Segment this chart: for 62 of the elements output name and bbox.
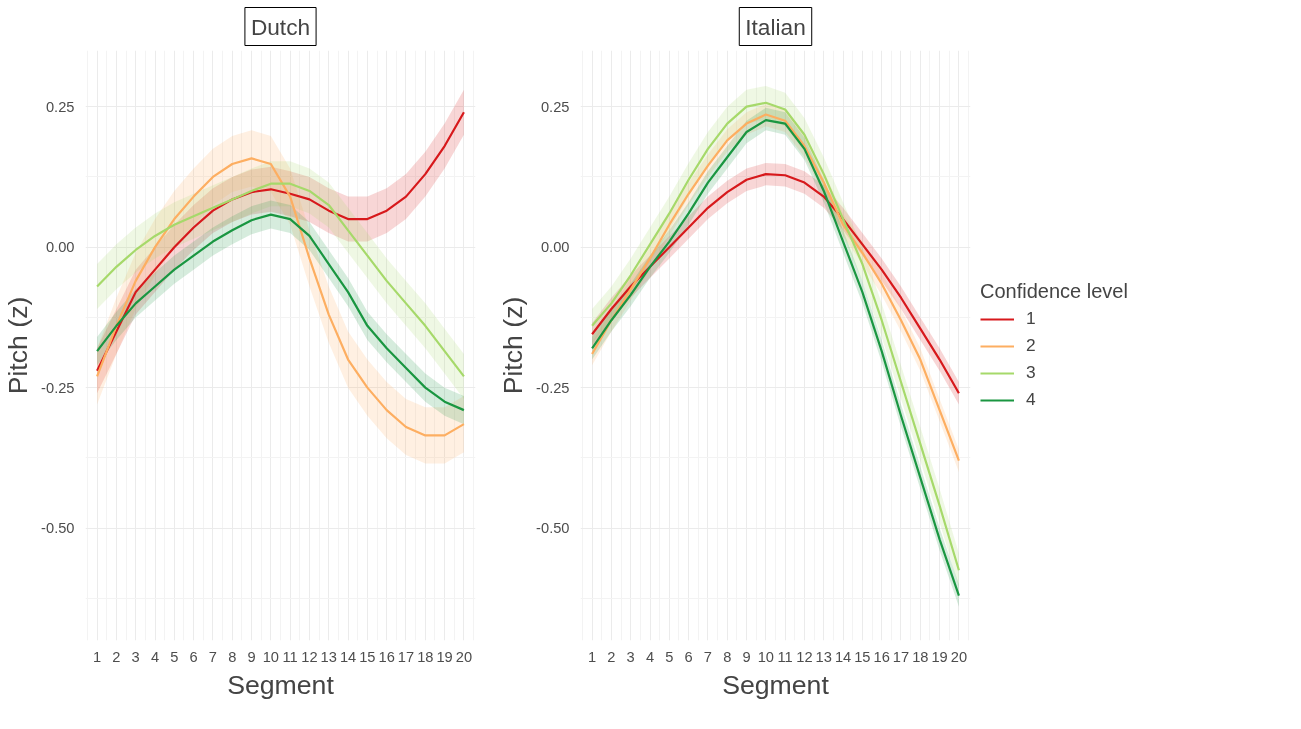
line-series [95,111,466,372]
x-tick-label: 19 [436,648,453,665]
x-tick-label: 19 [931,648,948,665]
y-tick-label: -0.50 [41,520,75,537]
y-axis-title: Pitch (z) [3,296,34,395]
line-series [95,182,466,378]
x-tick-label: 9 [742,648,751,665]
legend-title: Confidence level [980,280,1128,303]
chart-title: Dutch [250,13,311,40]
x-tick-label: 2 [112,648,121,665]
y-tick-label: 0.25 [540,98,570,115]
y-tick-label: 0.00 [45,239,75,256]
x-tick-label: 16 [378,648,395,665]
x-tick-label: 20 [950,648,968,665]
x-tick-label: 4 [150,648,160,665]
chart-title: Italian [745,13,806,40]
x-tick-label: 15 [854,648,871,665]
x-tick-label: 11 [282,648,298,665]
x-tick-label: 12 [796,648,813,665]
x-tick-label: 18 [912,648,929,665]
legend-label: 1 [1026,308,1037,329]
y-axis-title: Pitch (z) [498,296,529,395]
x-tick-label: 18 [417,648,434,665]
x-tick-label: 1 [93,648,102,665]
x-tick-label: 20 [455,648,473,665]
y-tick-label: -0.25 [536,379,570,396]
x-tick-label: 6 [189,648,198,665]
x-tick-label: 14 [339,648,357,665]
x-tick-label: 9 [247,648,256,665]
x-tick-label: 11 [777,648,793,665]
x-tick-label: 2 [607,648,616,665]
x-tick-label: 4 [645,648,655,665]
x-axis-title: Segment [722,669,830,700]
x-tick-label: 14 [834,648,852,665]
y-tick-label: 0.00 [540,239,570,256]
x-tick-label: 16 [873,648,890,665]
x-tick-label: 7 [703,648,713,665]
line-series [95,157,466,437]
x-tick-label: 13 [815,648,832,665]
x-tick-label: 3 [626,648,635,665]
x-tick-label: 6 [684,648,693,665]
x-tick-label: 3 [131,648,140,665]
x-tick-label: 17 [892,648,910,665]
x-tick-label: 5 [665,648,674,665]
y-tick-label: -0.50 [536,520,570,537]
x-tick-label: 8 [723,648,732,665]
x-tick-label: 8 [228,648,237,665]
x-tick-label: 10 [262,648,280,665]
x-tick-label: 1 [588,648,597,665]
x-tick-label: 17 [397,648,415,665]
x-tick-label: 7 [208,648,218,665]
x-tick-label: 12 [301,648,318,665]
legend-label: 2 [1026,335,1037,356]
x-tick-label: 5 [170,648,179,665]
x-axis-title: Segment [227,669,335,700]
x-tick-label: 10 [757,648,775,665]
x-tick-label: 15 [359,648,376,665]
y-tick-label: -0.25 [41,379,75,396]
legend-label: 4 [1026,389,1037,410]
y-tick-label: 0.25 [45,98,75,115]
x-tick-label: 13 [320,648,337,665]
legend-label: 3 [1026,362,1037,383]
